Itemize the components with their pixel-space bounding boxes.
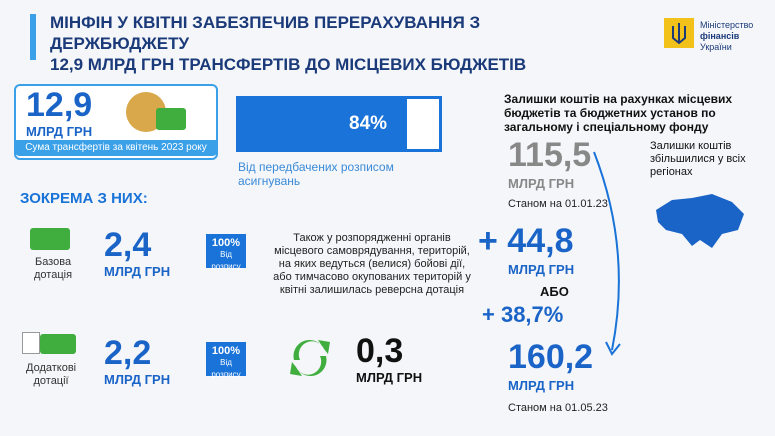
start-date: Станом на 01.01.23	[508, 198, 608, 210]
item-label-1: Додаткові	[26, 362, 77, 374]
progress-caption: Від передбачених розписом асигнувань	[238, 160, 394, 188]
title-line-1: МІНФІН У КВІТНІ ЗАБЕЗПЕЧИВ ПЕРЕРАХУВАННЯ…	[50, 13, 481, 53]
trident-logo-icon	[664, 18, 694, 48]
ukraine-map-icon	[652, 190, 746, 254]
total-value: 12,9	[26, 86, 93, 124]
progress-percent: 84%	[349, 113, 388, 134]
reverse-unit: МЛРД ГРН	[356, 370, 423, 385]
item-pct: 100%	[211, 345, 241, 357]
money-stack-icon	[30, 228, 70, 250]
item-pct-sub: Від розпису	[211, 250, 241, 271]
item-value: 2,2	[104, 334, 152, 372]
logo-line-3: України	[700, 42, 732, 52]
total-unit: МЛРД ГРН	[26, 124, 93, 139]
end-value: 160,2	[508, 338, 594, 376]
curved-arrow-icon	[592, 150, 638, 360]
item-value: 2,4	[104, 226, 152, 264]
end-date: Станом на 01.05.23	[508, 402, 608, 414]
balances-heading: Залишки коштів на рахунках місцевих бюдж…	[504, 92, 733, 134]
item-unit: МЛРД ГРН	[104, 372, 171, 387]
reverse-value: 0,3	[356, 332, 404, 370]
ministry-logo-text: Міністерство фінансів України	[700, 20, 753, 53]
item-pct-badge: 100% Від розпису	[206, 234, 246, 271]
item-label-2: дотація	[34, 269, 73, 281]
item-unit: МЛРД ГРН	[104, 264, 171, 279]
document-icon	[22, 332, 40, 354]
item-label-1: Базова	[34, 256, 72, 268]
money-stack-icon	[156, 108, 186, 130]
page-title: МІНФІН У КВІТНІ ЗАБЕЗПЕЧИВ ПЕРЕРАХУВАННЯ…	[50, 12, 590, 75]
recycle-arrows-icon	[284, 332, 336, 384]
item-label: Базова дотація	[34, 256, 72, 282]
increase-pct: + 38,7%	[482, 302, 564, 327]
logo-line-1: Міністерство	[700, 20, 754, 30]
progress-caption-2: асигнувань	[238, 174, 301, 188]
end-unit: МЛРД ГРН	[508, 378, 575, 393]
item-pct-badge: 100% Від розпису	[206, 342, 246, 379]
or-label: АБО	[540, 284, 569, 299]
increase-value: + 44,8	[478, 222, 574, 260]
title-line-2: 12,9 МЛРД ГРН ТРАНСФЕРТІВ ДО МІСЦЕВИХ БЮ…	[50, 55, 527, 74]
start-value: 115,5	[508, 136, 592, 174]
map-note: Залишки коштів збільшилися у всіх регіон…	[650, 140, 746, 178]
increase-unit: МЛРД ГРН	[508, 262, 575, 277]
item-label-2: дотації	[33, 375, 69, 387]
section-heading: ЗОКРЕМА З НИХ:	[20, 190, 148, 207]
item-pct-sub: Від розпису	[211, 358, 241, 379]
start-unit: МЛРД ГРН	[508, 176, 575, 191]
item-pct: 100%	[211, 237, 241, 249]
header-accent-bar	[30, 14, 36, 60]
item-label: Додаткові дотації	[26, 362, 76, 388]
total-caption: Сума трансфертів за квітень 2023 року	[14, 140, 218, 156]
progress-caption-1: Від передбачених розписом	[238, 160, 394, 174]
progress-bar: 84%	[236, 96, 442, 152]
logo-line-2: фінансів	[700, 31, 740, 41]
money-stack-icon	[40, 334, 76, 354]
reverse-text: Також у розпорядженні органів місцевого …	[273, 232, 471, 296]
progress-fill	[239, 99, 407, 149]
